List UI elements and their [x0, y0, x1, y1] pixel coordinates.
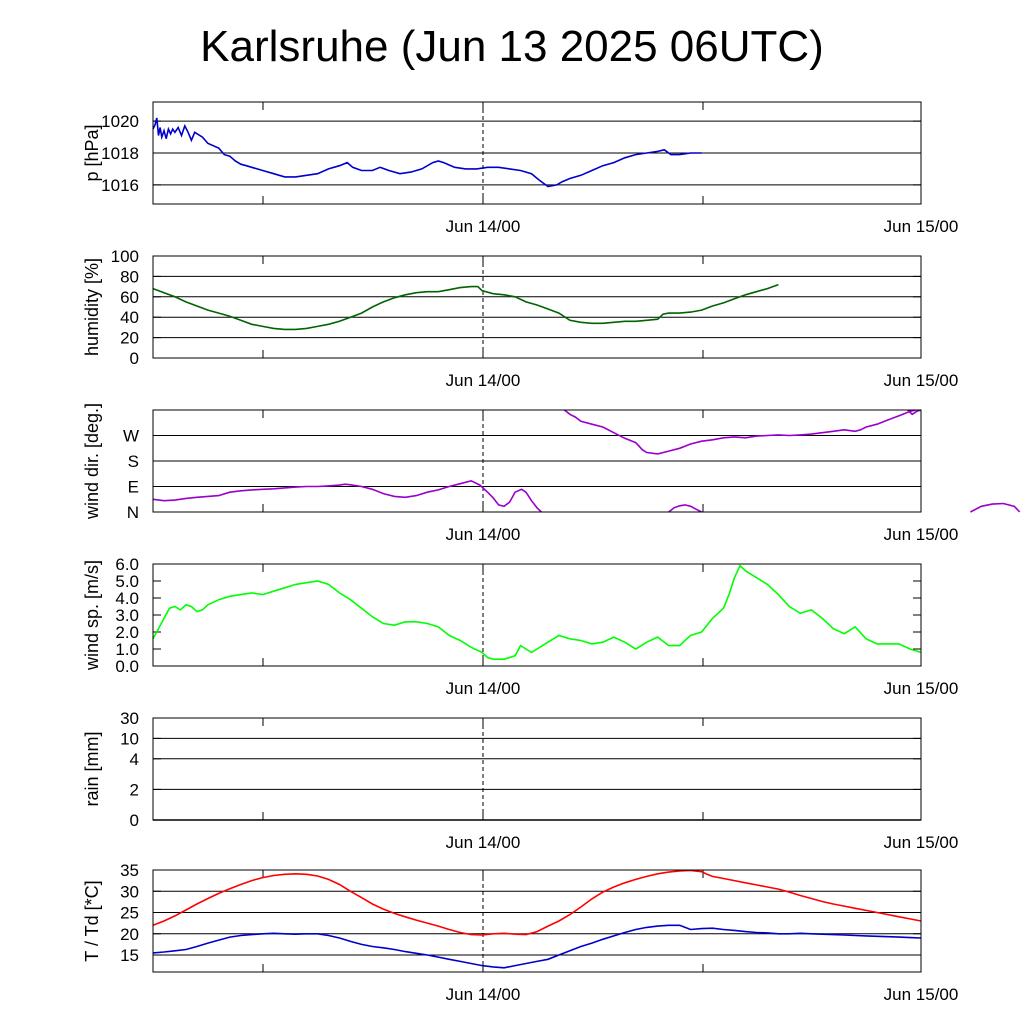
wind_speed-series-line-0 — [152, 564, 922, 660]
wind_direction-ytick-label: S — [128, 452, 139, 471]
wind_speed-ytick-label: 5.0 — [115, 572, 139, 591]
wind_speed-ytick-label: 6.0 — [115, 555, 139, 574]
rain-ytick-label: 2 — [130, 780, 139, 799]
temperature-ytick-label: 30 — [120, 882, 139, 901]
rain-ylabel: rain [mm] — [82, 731, 102, 806]
humidity-series-line-0 — [152, 283, 779, 331]
wind_speed-xtick-label-jun14: Jun 14/00 — [446, 679, 521, 698]
humidity-ytick-label: 60 — [120, 288, 139, 307]
wind_direction-series-line-5 — [970, 502, 1021, 513]
wind_direction-ytick-label: W — [123, 427, 139, 446]
wind_direction-xtick-label-jun15: Jun 15/00 — [884, 525, 959, 544]
wind_speed-ytick-label: 2.0 — [115, 623, 139, 642]
temperature-ytick-label: 25 — [120, 904, 139, 923]
pressure-ylabel: p [hPa] — [82, 124, 102, 181]
temperature-xtick-label-jun15: Jun 15/00 — [884, 985, 959, 1004]
pressure-ytick-label: 1020 — [101, 112, 139, 131]
wind_speed-frame — [152, 563, 922, 667]
humidity-ytick-label: 40 — [120, 308, 139, 327]
temperature-series-line-0 — [152, 869, 922, 936]
pressure-frame — [152, 101, 922, 205]
humidity-frame — [152, 255, 922, 359]
temperature-ytick-label: 35 — [120, 861, 139, 880]
chart-title: Karlsruhe (Jun 13 2025 06UTC) — [200, 22, 824, 71]
rain-xtick-label-jun14: Jun 14/00 — [446, 833, 521, 852]
humidity-ytick-label: 100 — [111, 247, 139, 266]
temperature-frame — [152, 869, 922, 973]
humidity-ytick-label: 80 — [120, 267, 139, 286]
humidity-xtick-label-jun15: Jun 15/00 — [884, 371, 959, 390]
rain-ytick-label: 10 — [120, 729, 139, 748]
wind_direction-xtick-label-jun14: Jun 14/00 — [446, 525, 521, 544]
rain-ytick-label: 0 — [130, 811, 139, 830]
wind_direction-ytick-label: N — [127, 503, 139, 522]
pressure-series-line-0 — [152, 117, 702, 188]
temperature-ytick-label: 20 — [120, 925, 139, 944]
wind_speed-ytick-label: 1.0 — [115, 640, 139, 659]
wind_speed-ytick-label: 4.0 — [115, 589, 139, 608]
rain-frame — [152, 717, 922, 821]
pressure-ytick-label: 1018 — [101, 144, 139, 163]
wind_speed-xtick-label-jun15: Jun 15/00 — [884, 679, 959, 698]
humidity-ylabel: humidity [%] — [82, 258, 102, 356]
wind_speed-ytick-label: 3.0 — [115, 606, 139, 625]
temperature-series-line-1 — [152, 924, 922, 969]
humidity-xtick-label-jun14: Jun 14/00 — [446, 371, 521, 390]
pressure-xtick-label-jun14: Jun 14/00 — [446, 217, 521, 236]
wind_direction-series-line-2 — [668, 504, 702, 513]
wind_direction-ytick-label: E — [128, 478, 139, 497]
wind_direction-frame — [152, 409, 922, 513]
wind_direction-series-line-0 — [152, 479, 542, 513]
wind_direction-series-line-3 — [907, 409, 922, 416]
rain-ytick-label: 30 — [120, 709, 139, 728]
wind_speed-ytick-label: 0.0 — [115, 657, 139, 676]
temperature-ylabel: T / Td [*C] — [82, 880, 102, 961]
pressure-xtick-label-jun15: Jun 15/00 — [884, 217, 959, 236]
rain-xtick-label-jun15: Jun 15/00 — [884, 833, 959, 852]
humidity-ytick-label: 0 — [130, 349, 139, 368]
rain-ytick-label: 4 — [130, 750, 139, 769]
wind_speed-ylabel: wind sp. [m/s] — [82, 560, 102, 671]
pressure-ytick-label: 1016 — [101, 176, 139, 195]
temperature-ytick-label: 15 — [120, 946, 139, 965]
humidity-ytick-label: 20 — [120, 329, 139, 348]
wind_direction-ylabel: wind dir. [deg.] — [82, 403, 102, 520]
wind_direction-series-line-1 — [563, 409, 916, 455]
temperature-xtick-label-jun14: Jun 14/00 — [446, 985, 521, 1004]
